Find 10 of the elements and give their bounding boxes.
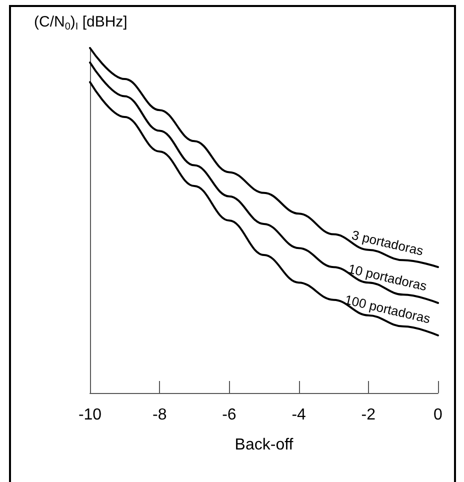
x-tick-label: -2 [361, 406, 376, 424]
text: 3 portadoras [350, 227, 426, 258]
x-axis-title: Back-off [234, 436, 294, 454]
x-tick-label: 0 [434, 406, 443, 424]
x-tick-label: -10 [78, 406, 102, 424]
text: 10 portadoras [346, 261, 429, 294]
x-tick-label: -4 [292, 406, 306, 424]
x-tick-label: -6 [222, 406, 236, 424]
text: 100 portadoras [343, 292, 432, 326]
x-tick-label: -8 [152, 406, 167, 424]
